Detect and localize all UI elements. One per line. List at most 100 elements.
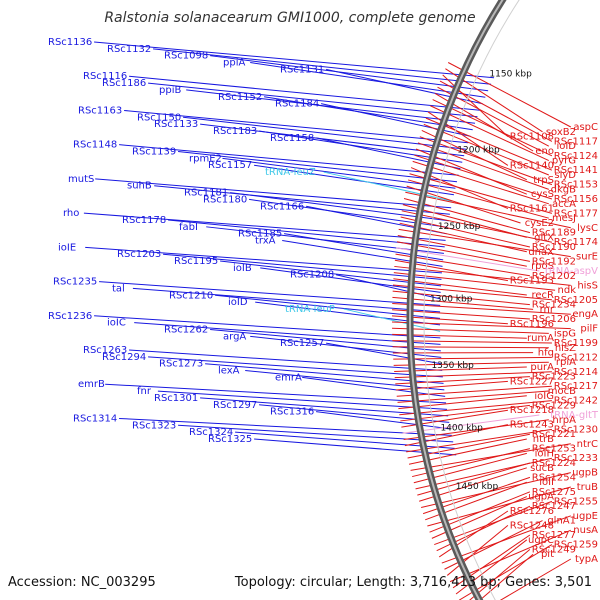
minus-gene-label: RSc1157 bbox=[208, 160, 252, 171]
plus-gene-label: lysC bbox=[577, 223, 598, 234]
plus-gene-label: RSc1206 bbox=[532, 314, 576, 325]
plus-gene-label: RSc1275 bbox=[532, 487, 576, 498]
leader-line bbox=[215, 294, 441, 319]
leader-line bbox=[394, 371, 552, 379]
plus-gene-label: RSc1190 bbox=[532, 242, 576, 253]
plus-gene-label: RSc1108 bbox=[510, 132, 554, 143]
scale-tick-label: 1150 kbp bbox=[489, 69, 532, 79]
leader-line bbox=[391, 321, 571, 330]
topology-summary: Topology: circular; Length: 3,716,413 bp… bbox=[234, 575, 592, 590]
leader-line bbox=[325, 68, 483, 105]
leader-line bbox=[425, 117, 553, 171]
plus-gene-label: sucB bbox=[530, 463, 554, 474]
leader-line bbox=[401, 210, 553, 243]
leader-line bbox=[407, 179, 549, 219]
minus-gene-label: RSc1203 bbox=[117, 249, 161, 260]
leader-line bbox=[392, 346, 549, 349]
minus-gene-label: RSc1098 bbox=[164, 51, 208, 62]
leader-line bbox=[315, 137, 461, 170]
minus-gene-label: RSc1158 bbox=[270, 133, 314, 144]
leader-line bbox=[432, 99, 553, 157]
plus-gene-label: slyD bbox=[554, 170, 576, 181]
leader-line bbox=[210, 55, 489, 92]
leader-line bbox=[423, 123, 549, 176]
minus-gene-label: RSc1131 bbox=[280, 64, 324, 75]
leader-line bbox=[398, 228, 571, 258]
minus-gene-label: RSc1152 bbox=[218, 92, 262, 103]
backbone-highlight bbox=[409, 0, 504, 600]
scale-tick-label: 1350 kbp bbox=[431, 361, 474, 371]
accession-text: Accession: NC_003295 bbox=[8, 575, 156, 590]
plus-gene-label: soxB2 bbox=[546, 127, 576, 138]
leader-line bbox=[254, 164, 454, 196]
plus-gene-label: RSc1212 bbox=[554, 352, 598, 363]
minus-gene-label: RSc1178 bbox=[122, 215, 166, 226]
minus-gene-label: trxA bbox=[255, 236, 276, 247]
plus-gene-label: ugpA bbox=[528, 492, 554, 503]
leader-line bbox=[393, 356, 552, 360]
minus-gene-label: RSc1297 bbox=[213, 400, 257, 411]
minus-gene-label: RSc1139 bbox=[132, 147, 176, 158]
plus-gene-label: ugpE bbox=[573, 511, 598, 522]
leader-line bbox=[148, 356, 443, 378]
plus-gene-label: typA bbox=[575, 554, 598, 565]
plus-gene-label: ndk bbox=[558, 285, 577, 296]
leader-line bbox=[154, 185, 450, 215]
minus-gene-label: RSc1273 bbox=[159, 359, 203, 370]
leader-line bbox=[397, 235, 530, 262]
leader-line bbox=[85, 246, 442, 274]
leader-line bbox=[124, 109, 469, 144]
leader-line bbox=[400, 404, 530, 422]
leader-line bbox=[392, 303, 571, 315]
leader-line bbox=[414, 154, 553, 200]
scale-ticks: 1150 kbp 1200 kbp 1250 kbp 1300 kbp 1350 kbp… bbox=[430, 69, 532, 491]
plus-gene-label: RSc1255 bbox=[554, 496, 598, 507]
plus-gene-label: rumA bbox=[527, 333, 554, 344]
leader-line bbox=[186, 89, 476, 124]
leader-line bbox=[392, 340, 552, 344]
leader-line bbox=[119, 417, 452, 436]
plus-gene-label: ispG bbox=[554, 328, 576, 339]
plus-gene-label: rpiA bbox=[556, 357, 576, 368]
minus-gene-label: RSc1195 bbox=[174, 256, 218, 267]
minus-gene-label: RSc1208 bbox=[290, 270, 334, 281]
leader-line bbox=[157, 390, 448, 410]
minus-gene-label: argA bbox=[223, 331, 246, 342]
backbone-ring bbox=[406, 0, 520, 600]
leader-line bbox=[417, 142, 549, 190]
minus-gene-label: lexA bbox=[218, 366, 240, 377]
plus-gene-label: RSc1247 bbox=[532, 501, 576, 512]
plus-gene-label: ioIG bbox=[534, 391, 554, 402]
leader-line bbox=[392, 296, 534, 310]
leader-line bbox=[441, 515, 571, 564]
leader-line bbox=[163, 253, 442, 280]
plus-gene-label: RSc1259 bbox=[554, 540, 598, 551]
plus-gene-label: RSc1230 bbox=[554, 424, 598, 435]
leader-line bbox=[392, 284, 552, 301]
leader-line bbox=[393, 272, 556, 291]
minus-gene-label: RSc1186 bbox=[102, 78, 146, 89]
minus-gene-label: RSc1148 bbox=[73, 140, 117, 151]
minus-gene-label: ioIE bbox=[58, 242, 76, 253]
minus-gene-label: suhB bbox=[127, 181, 152, 192]
minus-gene-label: RSc1263 bbox=[83, 345, 127, 356]
plus-gene-label: hisS bbox=[577, 280, 598, 291]
plus-gene-label: purA bbox=[530, 362, 554, 373]
leader-line bbox=[438, 510, 509, 558]
gene-labels: RSc1136RSc1132RSc1098ppiARSc1131RSc1116R… bbox=[48, 37, 599, 565]
minus-gene-label: RSc1166 bbox=[260, 201, 304, 212]
minus-gene-label: RSc1257 bbox=[280, 338, 324, 349]
leader-line bbox=[205, 363, 444, 384]
leader-line bbox=[412, 160, 549, 205]
minus-gene-label: rho bbox=[63, 208, 79, 219]
leader-line bbox=[119, 144, 459, 176]
leader-line bbox=[393, 278, 527, 296]
minus-gene-label: mutS bbox=[68, 174, 94, 185]
trna-label: tRNA-aspV bbox=[545, 266, 598, 277]
plus-gene-label: ntrC bbox=[577, 439, 598, 450]
minus-gene-label: RSc1116 bbox=[83, 71, 127, 82]
plus-gene-label: RSc1277 bbox=[532, 530, 576, 541]
plus-gene-label: hfq bbox=[538, 348, 554, 359]
minus-gene-label: RSc1316 bbox=[270, 407, 314, 418]
